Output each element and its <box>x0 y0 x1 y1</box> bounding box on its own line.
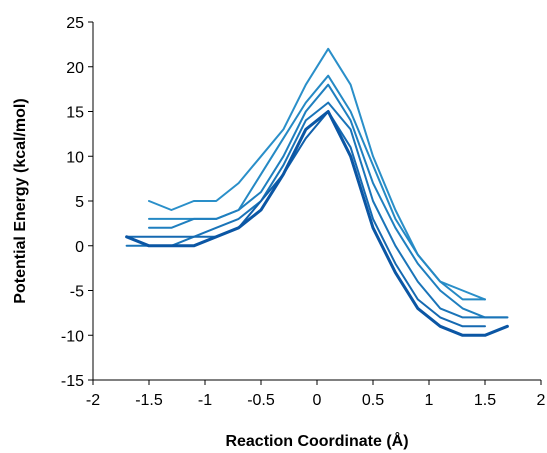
series-line-1 <box>148 47 486 301</box>
x-axis-title: Reaction Coordinate (Å) <box>225 431 408 450</box>
y-axis-title: Potential Energy (kcal/mol) <box>12 98 29 303</box>
x-tick-label: 1.5 <box>474 392 496 409</box>
y-tick-label: 20 <box>66 60 84 77</box>
y-tick-label: 0 <box>75 239 84 256</box>
y-tick-label: 5 <box>75 194 84 211</box>
x-tick-label: -1.5 <box>135 392 163 409</box>
x-tick-label: 2 <box>537 392 546 409</box>
y-tick-label: -10 <box>61 328 84 345</box>
y-tick-label: -5 <box>70 284 84 301</box>
x-tick-label: 0 <box>313 392 322 409</box>
x-axis-ticks: -2 -1.5 -1 -0.5 0 0.5 1 1.5 2 <box>86 380 546 409</box>
x-tick-label: -0.5 <box>247 392 275 409</box>
y-axis-ticks: -15 -10 -5 0 5 10 15 20 25 <box>61 15 93 390</box>
series-line-7 <box>125 110 509 337</box>
y-tick-label: -15 <box>61 373 84 390</box>
y-tick-label: 10 <box>66 149 84 166</box>
x-tick-label: 0.5 <box>362 392 384 409</box>
x-tick-label: 1 <box>425 392 434 409</box>
y-tick-label: 25 <box>66 15 84 32</box>
y-tick-label: 15 <box>66 105 84 122</box>
series-line-4 <box>125 101 509 319</box>
x-tick-label: -1 <box>198 392 212 409</box>
series-line-2 <box>148 74 486 301</box>
x-tick-label: -2 <box>86 392 100 409</box>
series-layer <box>125 47 509 337</box>
series-line-3 <box>148 83 509 319</box>
